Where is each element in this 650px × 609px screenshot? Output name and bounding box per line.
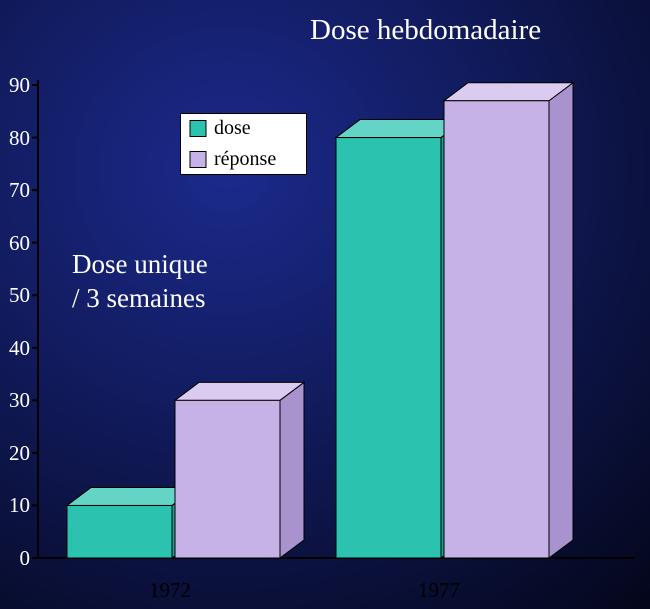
annotation-dose-unique: Dose unique / 3 semaines	[72, 248, 208, 316]
legend: dose réponse	[180, 113, 307, 175]
chart-container: 0 10 20 30 40 50 60 70 80 90 1972 1977 dose répon…	[0, 0, 650, 609]
y-tick-label: 50	[0, 283, 30, 308]
x-axis-label-1977: 1977	[418, 578, 460, 603]
annotation-line1: Dose unique	[72, 248, 208, 282]
legend-label-dose: dose	[214, 117, 251, 140]
y-tick-label: 70	[0, 178, 30, 203]
chart-title: Dose hebdomadaire	[310, 14, 541, 47]
y-tick-label: 40	[0, 336, 30, 361]
y-tick-label: 30	[0, 388, 30, 413]
legend-label-reponse: réponse	[214, 148, 276, 171]
y-tick-label: 10	[0, 493, 30, 518]
x-axis-label-1972: 1972	[149, 578, 191, 603]
y-tick-label: 90	[0, 73, 30, 98]
y-tick-label: 80	[0, 126, 30, 151]
annotation-line2: / 3 semaines	[72, 282, 208, 316]
y-tick-label: 60	[0, 231, 30, 256]
y-tick-label: 0	[0, 546, 30, 571]
y-tick-label: 20	[0, 441, 30, 466]
